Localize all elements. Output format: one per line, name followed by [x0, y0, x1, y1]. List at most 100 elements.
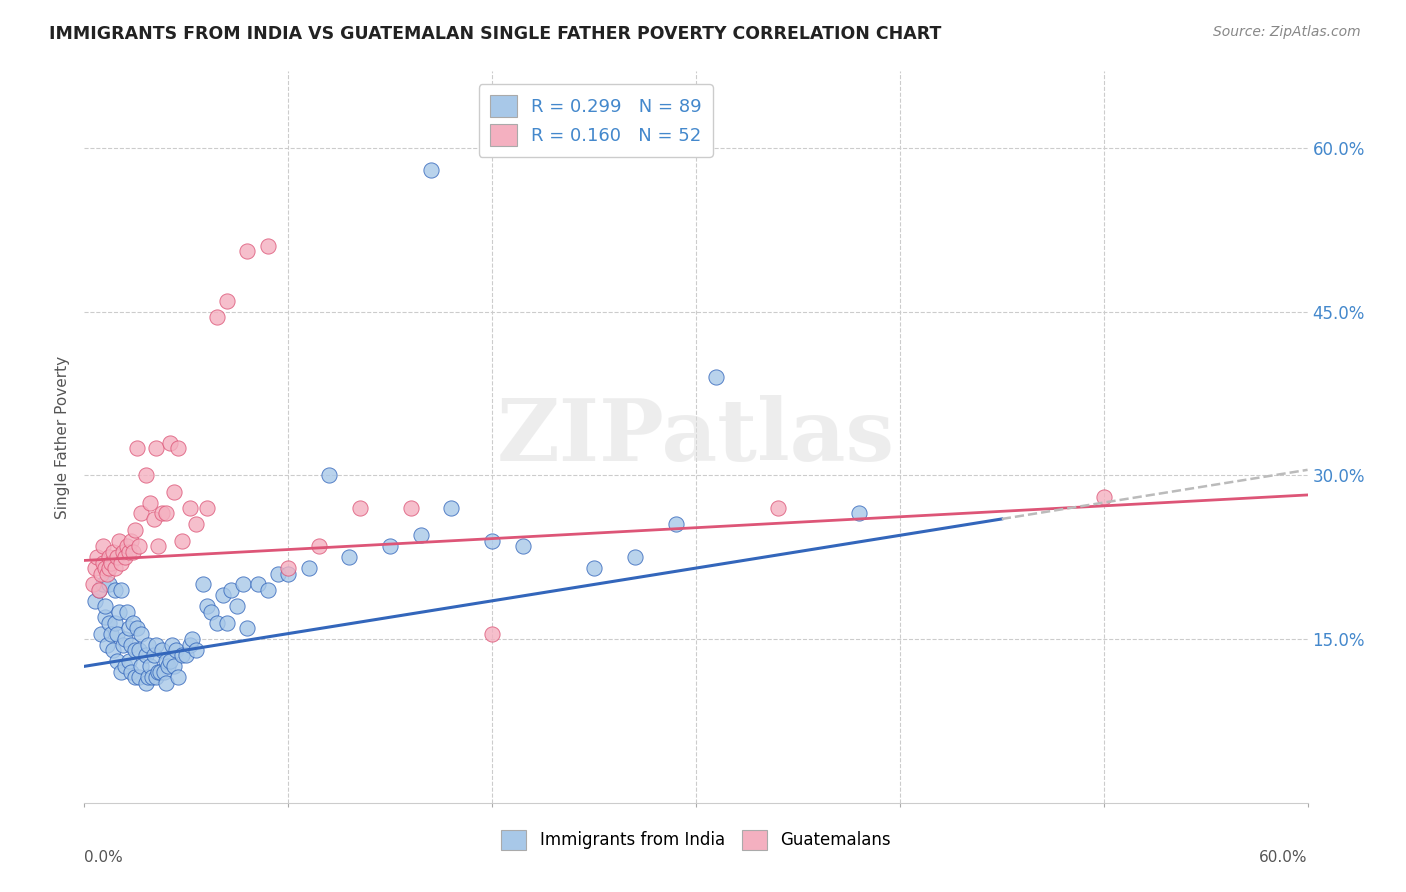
Point — [420, 162, 443, 177]
Point — [481, 533, 503, 548]
Point — [124, 670, 146, 684]
Point — [142, 512, 165, 526]
Point — [155, 675, 177, 690]
Point — [101, 545, 124, 559]
Point — [236, 244, 259, 259]
Point — [624, 550, 647, 565]
Point — [104, 582, 127, 597]
Point — [257, 239, 280, 253]
Point — [226, 599, 249, 614]
Point — [122, 545, 145, 559]
Point — [142, 648, 165, 663]
Point — [246, 577, 269, 591]
Point — [100, 556, 122, 570]
Point — [165, 643, 187, 657]
Legend: Immigrants from India, Guatemalans: Immigrants from India, Guatemalans — [495, 823, 897, 856]
Point — [191, 577, 214, 591]
Point — [127, 621, 149, 635]
Point — [105, 626, 128, 640]
Point — [120, 533, 142, 548]
Point — [308, 539, 330, 553]
Point — [104, 561, 127, 575]
Point — [131, 507, 153, 521]
Point — [186, 517, 208, 532]
Point — [145, 441, 167, 455]
Point — [87, 582, 110, 597]
Point — [87, 582, 110, 597]
Point — [86, 550, 108, 565]
Point — [135, 675, 157, 690]
Point — [100, 626, 122, 640]
Point — [146, 539, 169, 553]
Point — [181, 632, 204, 646]
Point — [122, 615, 145, 630]
Point — [205, 310, 228, 324]
Point — [91, 539, 114, 553]
Point — [124, 523, 146, 537]
Point — [136, 638, 159, 652]
Point — [236, 621, 259, 635]
Point — [186, 643, 208, 657]
Point — [138, 495, 160, 509]
Point — [318, 468, 340, 483]
Point — [101, 643, 124, 657]
Point — [128, 670, 150, 684]
Point — [149, 665, 172, 679]
Point — [114, 659, 136, 673]
Point — [167, 441, 190, 455]
Point — [124, 643, 146, 657]
Point — [583, 561, 606, 575]
Text: 0.0%: 0.0% — [84, 850, 124, 865]
Point — [82, 577, 104, 591]
Point — [200, 605, 222, 619]
Y-axis label: Single Father Poverty: Single Father Poverty — [55, 356, 70, 518]
Point — [131, 626, 153, 640]
Point — [114, 632, 136, 646]
Point — [97, 615, 120, 630]
Point — [298, 561, 321, 575]
Point — [114, 550, 136, 565]
Point — [110, 665, 132, 679]
Point — [108, 605, 131, 619]
Text: 60.0%: 60.0% — [1260, 850, 1308, 865]
Point — [155, 654, 177, 668]
Point — [212, 588, 235, 602]
Point — [163, 484, 186, 499]
Point — [93, 561, 115, 575]
Point — [97, 561, 120, 575]
Point — [277, 566, 299, 581]
Point — [160, 638, 183, 652]
Point — [219, 582, 242, 597]
Point — [155, 507, 177, 521]
Point — [145, 638, 167, 652]
Point — [105, 654, 128, 668]
Point — [91, 556, 114, 570]
Point — [118, 654, 141, 668]
Point — [150, 643, 173, 657]
Point — [145, 670, 167, 684]
Point — [217, 615, 239, 630]
Point — [146, 665, 169, 679]
Point — [399, 501, 422, 516]
Point — [97, 577, 120, 591]
Point — [90, 626, 112, 640]
Point — [136, 670, 159, 684]
Point — [159, 435, 181, 450]
Point — [665, 517, 688, 532]
Point — [112, 545, 135, 559]
Point — [339, 550, 361, 565]
Point — [141, 670, 163, 684]
Point — [108, 533, 131, 548]
Point — [131, 659, 153, 673]
Point — [613, 129, 636, 144]
Point — [120, 638, 142, 652]
Point — [83, 594, 105, 608]
Point — [93, 599, 115, 614]
Point — [205, 615, 228, 630]
Point — [163, 659, 186, 673]
Point — [90, 566, 112, 581]
Point — [766, 501, 789, 516]
Point — [112, 638, 135, 652]
Point — [167, 670, 190, 684]
Point — [83, 561, 105, 575]
